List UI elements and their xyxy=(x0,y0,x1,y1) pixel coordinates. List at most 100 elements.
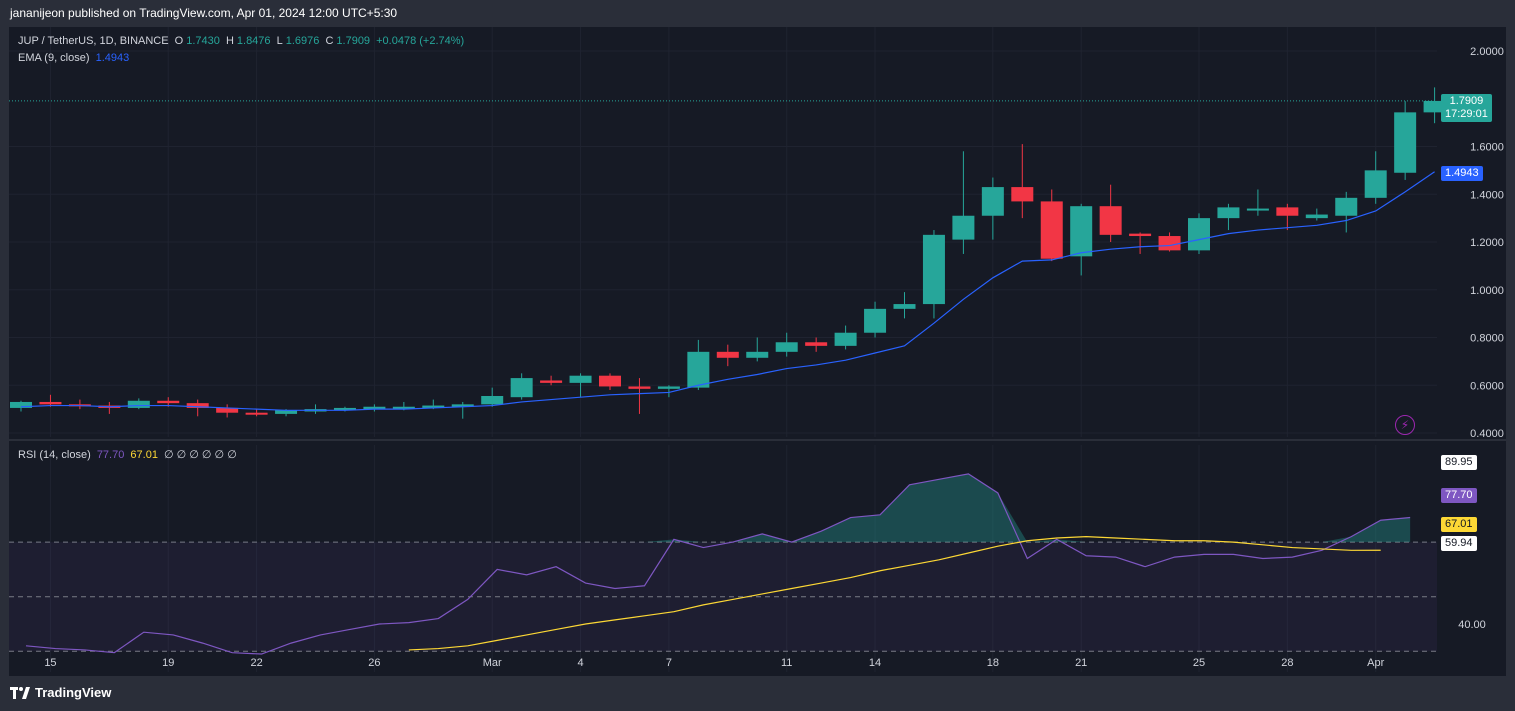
candle-body xyxy=(1070,206,1093,257)
chart-canvas[interactable]: 2.0000 1.6000 1.4000 1.2000 1.0000 0.8000 0.60… xyxy=(9,27,1506,676)
candle-body xyxy=(1276,207,1299,216)
candle-body xyxy=(157,400,180,404)
time-tick-label: 14 xyxy=(869,657,881,669)
candle-body xyxy=(746,351,769,358)
candle-body xyxy=(687,351,710,388)
price-tick-label: 1.0000 xyxy=(1470,285,1504,297)
high-value: 1.8476 xyxy=(236,35,271,47)
candle-body xyxy=(1394,112,1417,173)
candle-body xyxy=(657,386,680,389)
low-label: L xyxy=(276,35,283,47)
open-label: O xyxy=(174,35,184,47)
candle-body xyxy=(569,375,592,383)
rsi-max-tag: 89.95 xyxy=(1441,455,1477,470)
rsi-ma-tag: 67.01 xyxy=(1441,517,1477,532)
candle-body xyxy=(363,406,386,410)
tradingview-logo-icon xyxy=(10,686,30,699)
candle-body xyxy=(392,406,415,409)
candle-body xyxy=(1335,197,1358,216)
time-tick-label: 25 xyxy=(1193,657,1205,669)
last-price-tag: 1.7909 17:29:01 xyxy=(1441,94,1492,122)
published-by-header: jananijeon published on TradingView.com,… xyxy=(10,6,398,20)
rsi-ma-value: 67.01 xyxy=(130,449,158,461)
low-value: 1.6976 xyxy=(285,35,320,47)
price-tick-label: 1.4000 xyxy=(1470,189,1504,201)
candle-body xyxy=(10,401,32,408)
candle-body xyxy=(1423,100,1446,113)
candle-body xyxy=(275,410,298,414)
candle-body xyxy=(981,187,1004,216)
candle-body xyxy=(952,215,975,240)
time-tick-label: 7 xyxy=(666,657,672,669)
countdown: 17:29:01 xyxy=(1445,108,1488,120)
time-tick-label: 28 xyxy=(1281,657,1293,669)
candle-body xyxy=(893,304,916,309)
candle-body xyxy=(245,412,268,415)
candle-body xyxy=(805,342,828,346)
time-tick-label: 21 xyxy=(1075,657,1087,669)
time-tick-label: 11 xyxy=(781,657,792,669)
rsi-label[interactable]: RSI (14, close) xyxy=(18,449,91,461)
candle-body xyxy=(599,375,621,387)
candle-body xyxy=(127,400,150,408)
time-tick-label: 4 xyxy=(577,657,583,669)
price-tick-label: 0.6000 xyxy=(1470,380,1504,392)
candle-body xyxy=(716,351,739,358)
rsi-extra-values: ∅ ∅ ∅ ∅ ∅ ∅ xyxy=(164,449,237,461)
candle-body xyxy=(1217,207,1240,219)
candle-body xyxy=(510,378,533,398)
rsi-line xyxy=(25,473,1411,655)
chart-panel[interactable]: 2.0000 1.6000 1.4000 1.2000 1.0000 0.8000 0.60… xyxy=(9,27,1506,676)
time-tick-label: 26 xyxy=(368,657,380,669)
alert-bolt-icon[interactable]: ⚡ xyxy=(1395,415,1415,435)
time-tick-label: 19 xyxy=(162,657,174,669)
candle-body xyxy=(1040,201,1063,259)
candle-body xyxy=(451,404,474,407)
ema-label[interactable]: EMA (9, close) xyxy=(18,52,90,64)
rsi-overbought-fill xyxy=(26,473,1411,543)
candle-body xyxy=(1129,233,1152,237)
candle-body xyxy=(186,403,209,408)
time-tick-label: 18 xyxy=(987,657,999,669)
candle-body xyxy=(864,308,887,333)
time-tick-label: Apr xyxy=(1367,657,1384,669)
ema-legend: EMA (9, close) 1.4943 xyxy=(18,52,132,64)
time-tick-label: 15 xyxy=(44,657,56,669)
ema-line xyxy=(20,171,1435,411)
candle-body xyxy=(39,401,62,405)
candle-body xyxy=(1305,214,1328,219)
price-tick-label: 0.4000 xyxy=(1470,428,1504,440)
candle-body xyxy=(628,386,651,389)
rsi-ma-line xyxy=(408,536,1381,651)
candle-body xyxy=(1158,236,1181,251)
candle-body xyxy=(422,405,445,408)
rsi-59-tag: 59.94 xyxy=(1441,536,1477,551)
candle-body xyxy=(1188,218,1210,251)
ema-value: 1.4943 xyxy=(95,52,130,64)
rsi-tick-label: 40.00 xyxy=(1458,619,1486,631)
candle-body xyxy=(1246,208,1269,211)
rsi-value: 77.70 xyxy=(96,449,125,461)
candle-body xyxy=(540,380,563,383)
candle-body xyxy=(775,342,798,352)
price-tick-label: 2.0000 xyxy=(1470,46,1504,58)
rsi-legend: RSI (14, close) 77.70 67.01 ∅ ∅ ∅ ∅ ∅ ∅ xyxy=(18,448,240,461)
close-label: C xyxy=(325,35,334,47)
high-label: H xyxy=(225,35,234,47)
close-value: 1.7909 xyxy=(336,35,371,47)
brand-name: TradingView xyxy=(35,685,112,700)
tradingview-brand[interactable]: TradingView xyxy=(10,685,111,700)
ema-price-tag: 1.4943 xyxy=(1441,166,1483,181)
symbol-legend: JUP / TetherUS, 1D, BINANCE O 1.7430 H 1.8… xyxy=(18,35,467,47)
time-tick-label: 22 xyxy=(250,657,262,669)
candle-body xyxy=(834,332,857,346)
price-tick-label: 1.2000 xyxy=(1470,237,1504,249)
price-tick-label: 0.8000 xyxy=(1470,333,1504,345)
candle-body xyxy=(481,395,504,405)
price-tick-label: 1.6000 xyxy=(1470,142,1504,154)
symbol-title[interactable]: JUP / TetherUS, 1D, BINANCE xyxy=(18,35,169,47)
candle-body xyxy=(216,407,239,413)
rsi-value-tag: 77.70 xyxy=(1441,488,1477,503)
candle-body xyxy=(1099,206,1122,235)
change-value: +0.0478 (+2.74%) xyxy=(376,35,465,47)
